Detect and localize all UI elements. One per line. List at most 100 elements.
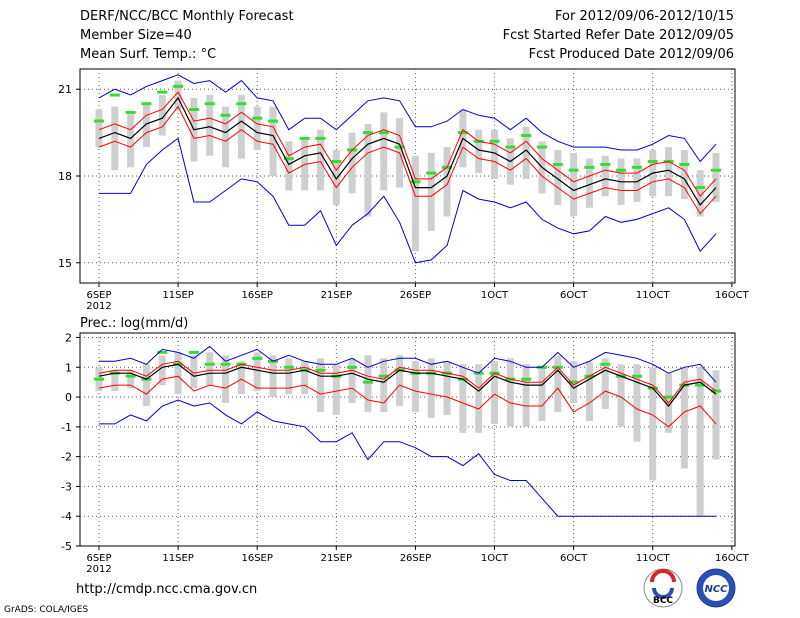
temp-xtick-label: 26SEP [400, 290, 431, 301]
temp-year-label: 2012 [86, 301, 111, 312]
prec-obs-marker [157, 350, 168, 354]
prec-range-box [538, 367, 546, 421]
temp-xtick-label: 11SEP [162, 290, 193, 301]
temp-obs-marker [236, 102, 247, 106]
temp-range-box [158, 95, 166, 136]
temp-range-box [522, 126, 530, 179]
prec-ytick-label: -2 [61, 451, 72, 464]
temp-obs-marker [125, 110, 136, 114]
prec-range-box [459, 364, 467, 433]
temp-range-box [475, 129, 483, 174]
prec-lower-line [98, 375, 717, 428]
temp-obs-marker [536, 145, 547, 149]
prec-range-box [206, 352, 214, 386]
prec-obs-marker [631, 374, 642, 378]
prec-range-box [158, 355, 166, 386]
prec-range-box [269, 355, 277, 398]
prec-obs-marker [378, 374, 389, 378]
prec-obs-marker [568, 380, 579, 384]
prec-range-box [617, 364, 625, 427]
prec-range-box [222, 355, 230, 404]
prec-xtick-label: 1OCT [481, 553, 509, 564]
prec-range-box [332, 364, 340, 415]
temp-range-box [427, 152, 435, 231]
prec-xtick-label: 11SEP [162, 553, 193, 564]
prec-obs-marker [695, 383, 706, 387]
prec-range-box [491, 361, 499, 424]
temp-obs-marker [711, 168, 722, 172]
temp-ytick-label: 18 [58, 170, 72, 183]
temp-obs-marker [315, 136, 326, 140]
prec-obs-marker [283, 365, 294, 369]
temp-obs-marker [252, 116, 263, 120]
temp-obs-marker [600, 162, 611, 166]
bcc-logo-text: BCC [653, 596, 673, 606]
prec-range-box [348, 358, 356, 404]
temp-range-box [222, 106, 230, 168]
temp-obs-marker [426, 171, 437, 175]
ncc-logo-text: NCC [704, 584, 728, 595]
temp-obs-marker [394, 145, 405, 149]
prec-range-box [285, 358, 293, 395]
prec-obs-marker [93, 377, 104, 381]
prec-xtick-label: 26SEP [400, 553, 431, 564]
temp-xtick-label: 6OCT [560, 290, 588, 301]
temp-obs-marker [109, 93, 120, 97]
variable-label: Mean Surf. Temp.: °C [80, 47, 217, 62]
prec-obs-marker [600, 362, 611, 366]
prec-ytick-label: -1 [61, 421, 72, 434]
temp-ytick-label: 15 [58, 257, 72, 270]
prec-xtick-label: 6SEP [86, 553, 111, 564]
temp-upper-line [98, 91, 717, 198]
source-url[interactable]: http://cmdp.ncc.cma.gov.cn [76, 582, 258, 597]
temp-obs-marker [631, 165, 642, 169]
temp-range-box [712, 152, 720, 203]
temp-obs-marker [268, 119, 279, 123]
temp-xtick-label: 6SEP [86, 290, 111, 301]
temp-range-box [364, 123, 372, 217]
temp-range-box [253, 106, 261, 150]
temp-xtick-label: 11OCT [636, 290, 671, 301]
prec-range-box [427, 358, 435, 418]
prec-range-box [680, 367, 688, 469]
prec-range-box [396, 355, 404, 406]
prec-obs-marker [252, 356, 263, 360]
temp-mean-line [98, 96, 717, 206]
temp-max-line [98, 74, 717, 163]
prec-range-box [649, 367, 657, 481]
prec-xtick-label: 11OCT [636, 553, 671, 564]
temp-obs-marker [331, 160, 342, 164]
bcc-logo: BCC [643, 568, 683, 608]
temp-range-box [348, 132, 356, 194]
prec-xtick-label: 21SEP [321, 553, 352, 564]
forecast-started-date: Fcst Started Refer Date 2012/09/05 [502, 28, 734, 43]
temp-range-box [332, 149, 340, 205]
temp-obs-marker [616, 168, 627, 172]
forecast-period: For 2012/09/06-2012/10/15 [555, 9, 734, 24]
prec-range-box [111, 370, 119, 392]
temp-xtick-label: 21SEP [321, 290, 352, 301]
temp-obs-marker [299, 136, 310, 140]
chart-title: DERF/NCC/BCC Monthly Forecast [80, 9, 294, 24]
ncc-logo: NCC [696, 568, 736, 608]
prec-xtick-label: 16OCT [715, 553, 750, 564]
temp-range-box [633, 158, 641, 203]
prec-ytick-label: -5 [61, 540, 72, 553]
temp-obs-marker [220, 113, 231, 117]
prec-range-box [174, 352, 182, 395]
prec-range-box [301, 361, 309, 395]
temp-range-box [665, 147, 673, 197]
temp-range-box [380, 112, 388, 191]
temp-range-box [111, 106, 119, 171]
prec-range-box [411, 361, 419, 412]
prec-range-box [142, 364, 150, 406]
temp-obs-marker [505, 145, 516, 149]
temp-obs-marker [157, 90, 168, 94]
temp-ytick-label: 21 [58, 83, 72, 96]
prec-obs-marker [125, 374, 136, 378]
prec-range-box [237, 361, 245, 395]
temp-obs-marker [362, 131, 373, 135]
temp-obs-marker [647, 160, 658, 164]
prec-upper-line [98, 360, 717, 404]
